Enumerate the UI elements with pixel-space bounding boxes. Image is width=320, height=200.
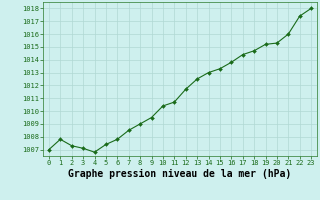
X-axis label: Graphe pression niveau de la mer (hPa): Graphe pression niveau de la mer (hPa) — [68, 169, 292, 179]
